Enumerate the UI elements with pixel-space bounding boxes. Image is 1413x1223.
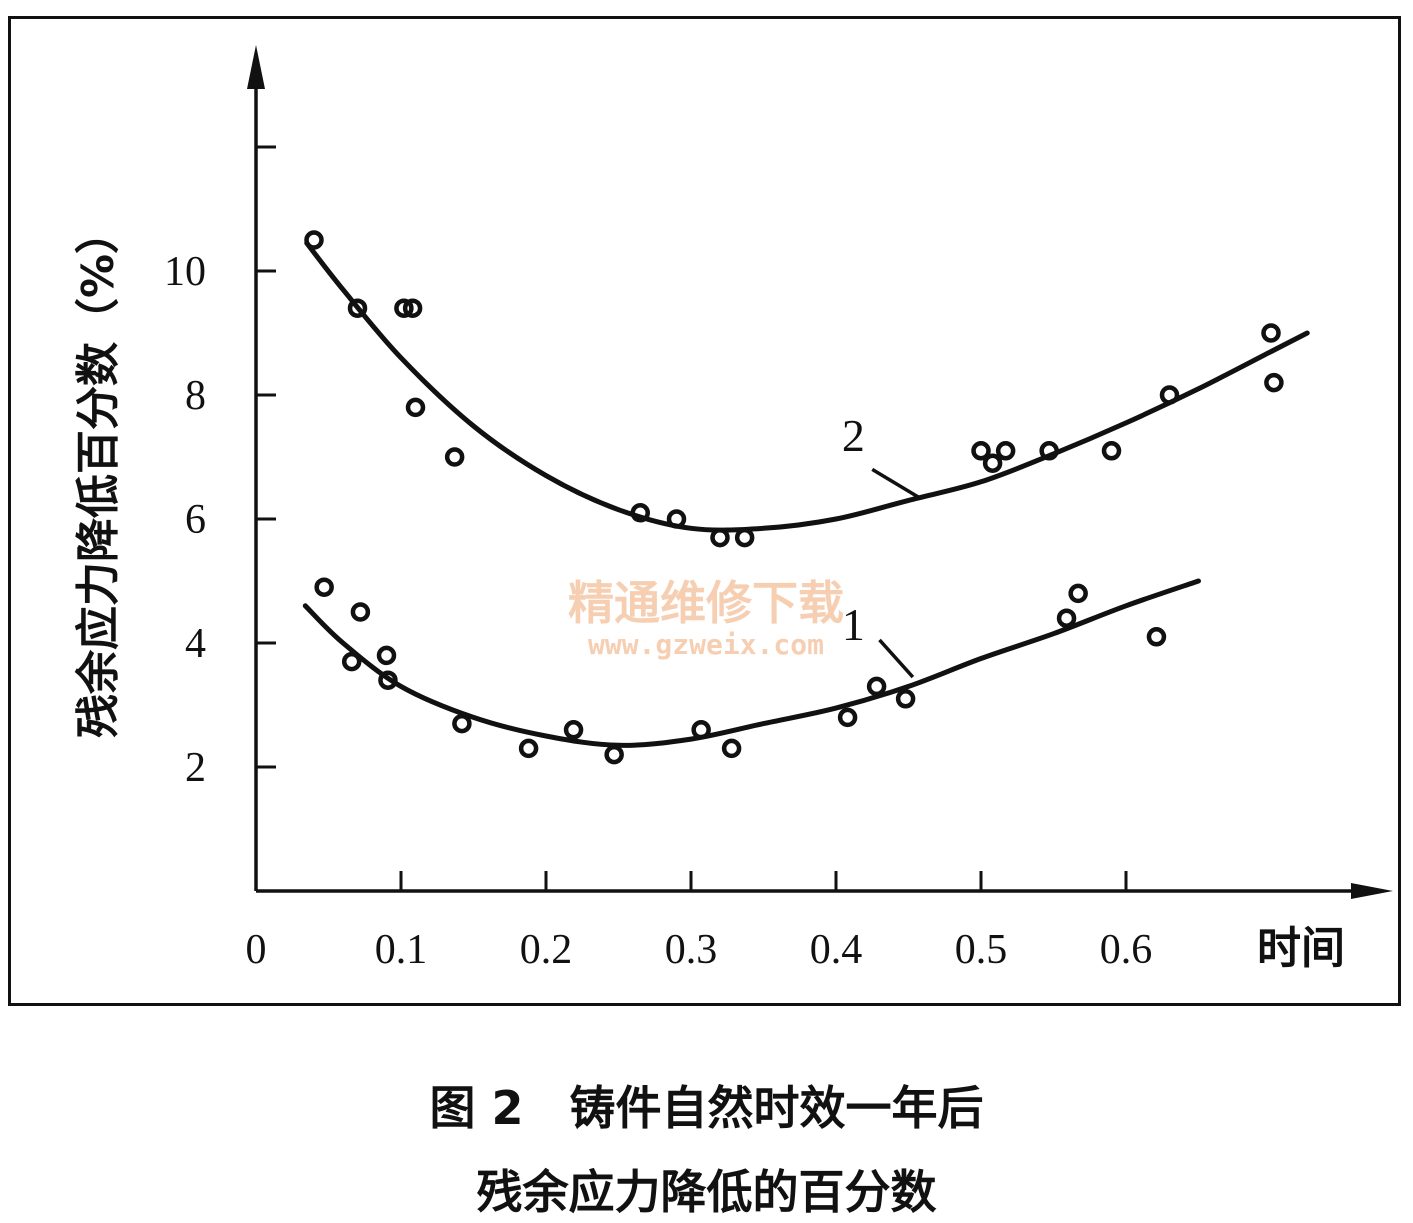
series-1-point — [314, 577, 334, 597]
series-2-point — [1101, 441, 1122, 461]
y-tick-label: 2 — [185, 745, 206, 791]
series-1-point — [1056, 608, 1077, 628]
labels: 残余应力降低百分数（%） 时间 0 — [73, 210, 1345, 974]
watermark-line1: 精通维修下载 — [568, 576, 844, 630]
y-tick-label: 4 — [185, 621, 206, 667]
axes — [247, 45, 1393, 899]
series-1-point — [518, 738, 539, 759]
watermark-line2: www.gzweix.com — [588, 628, 824, 661]
figure-caption-line1: 图 2 铸件自然时效一年后 — [0, 1072, 1413, 1138]
figure-caption-text-1: 图 2 铸件自然时效一年后 — [429, 1081, 984, 1135]
x-tick-label: 0.2 — [520, 927, 573, 973]
series-2-label: 2 — [842, 410, 865, 461]
y-tick-label: 6 — [185, 497, 206, 543]
y-axis-title: 残余应力降低百分数（%） — [73, 210, 124, 738]
series-1-point — [866, 676, 887, 697]
series-2-point — [304, 230, 324, 250]
x-tick-label: 0.3 — [665, 927, 718, 973]
series-2-point — [1264, 372, 1284, 393]
series-1-point — [452, 713, 472, 734]
series-2-point — [734, 527, 755, 548]
series-1-curve — [302, 578, 1201, 748]
y-tick-label: 8 — [185, 373, 206, 419]
x-axis-arrow — [1351, 883, 1393, 899]
x-tick-label: 0.5 — [955, 927, 1008, 973]
series-2-point — [347, 298, 368, 318]
figure-caption-line2: 残余应力降低的百分数 — [0, 1156, 1413, 1222]
series-1-point — [378, 670, 398, 690]
watermark: 精通维修下载 www.gzweix.com — [568, 576, 844, 661]
series-1-point — [1068, 583, 1088, 604]
y-axis-arrow — [247, 45, 265, 89]
series-2-point — [444, 447, 465, 467]
series-1-point — [721, 738, 742, 759]
curves: 21 — [302, 240, 1310, 748]
series-2-point — [394, 298, 414, 318]
series-2-point — [1261, 323, 1281, 343]
series-2-point — [1039, 441, 1059, 461]
x-tick-label: 0.4 — [810, 927, 863, 973]
series-2-point — [710, 527, 730, 548]
points — [304, 230, 1284, 765]
y-tick-label: 10 — [164, 249, 206, 295]
series-1-point — [604, 744, 624, 765]
figure-caption-text-2: 残余应力降低的百分数 — [476, 1165, 937, 1219]
series-2-leader — [871, 467, 920, 499]
series-2-point — [666, 509, 687, 529]
series-2-curve — [304, 240, 1310, 533]
series-1-leader — [878, 638, 915, 679]
series-1-point — [691, 720, 711, 740]
series-2-point — [1159, 385, 1180, 405]
series-1-point — [895, 689, 916, 709]
series-2-point — [995, 441, 1016, 461]
x-tick-label: 0.6 — [1100, 927, 1153, 973]
series-1-point — [563, 720, 584, 740]
origin-label: 0 — [246, 927, 267, 973]
series-1-point — [350, 602, 371, 622]
series-1-point — [341, 651, 362, 672]
x-tick-label: 0.1 — [375, 927, 428, 973]
series-1-point — [837, 707, 858, 728]
series-2-point — [402, 298, 423, 318]
series-1-label: 1 — [842, 599, 865, 650]
series-2-point — [982, 453, 1003, 473]
x-axis-title: 时间 — [1257, 923, 1345, 974]
series-1-point — [376, 645, 397, 666]
series-1-point — [1146, 627, 1167, 647]
series-2-point — [405, 397, 426, 418]
series-2-point — [630, 503, 650, 523]
series-2-point — [971, 441, 991, 461]
